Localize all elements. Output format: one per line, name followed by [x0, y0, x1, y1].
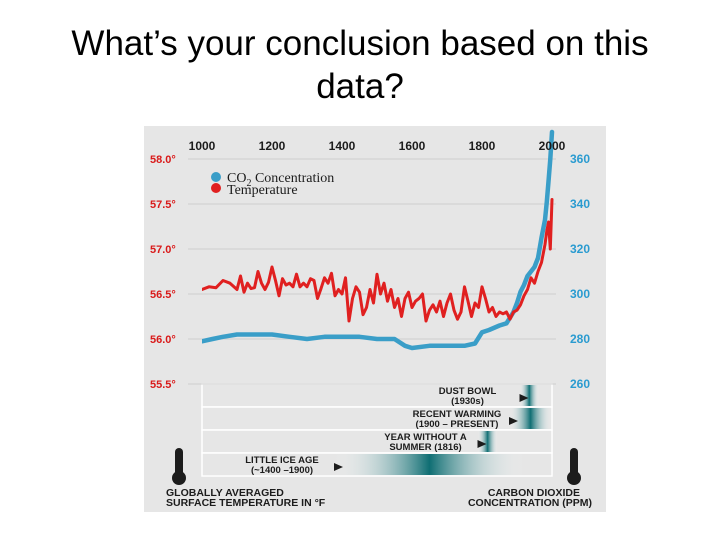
event-label-line2: SUMMER (1816): [389, 442, 461, 453]
x-tick-label: 2000: [539, 139, 566, 153]
slide-title-line1: What’s your conclusion based on this: [71, 24, 649, 63]
event-label-line1: YEAR WITHOUT A: [384, 432, 467, 443]
y-left-tick-label: 58.0°: [150, 154, 176, 166]
x-tick-label: 1000: [189, 139, 216, 153]
y-right-tick-label: 340: [570, 197, 590, 211]
y-right-tick-label: 260: [570, 377, 590, 391]
y-left-tick-label: 56.0°: [150, 334, 176, 346]
event-band: [334, 454, 525, 475]
y-left-axis-label-line2: SURFACE TEMPERATURE IN °F: [166, 497, 326, 509]
slide-title-line2: data?: [316, 67, 404, 106]
y-right-tick-label: 360: [570, 152, 590, 166]
chart-svg: DUST BOWL(1930s)RECENT WARMING(1900 – PR…: [144, 126, 606, 512]
chart-axes: 58.0° 57.5° 57.0° 56.5° 56.0° 55.5° 360 340 320 3…: [150, 139, 590, 391]
chart-series: [202, 129, 555, 351]
event-row: LITTLE ICE AGE(~1400 –1900): [201, 452, 553, 477]
event-row-box: [201, 383, 553, 408]
y-right-axis-label-line1: CARBON DIOXIDE: [488, 487, 580, 499]
event-arrow-icon: [519, 394, 529, 402]
y-left-tick-label: 57.0°: [150, 244, 176, 256]
event-band: [519, 385, 539, 406]
temperature-line: [202, 198, 554, 323]
event-row-box: [201, 429, 553, 454]
y-left-tick-label: 57.5°: [150, 199, 176, 211]
event-row: DUST BOWL(1930s): [201, 383, 553, 408]
climate-chart: DUST BOWL (1930s) RECENT WARMING (1900 – PR…: [144, 126, 606, 512]
co2-line: [202, 129, 555, 351]
y-right-tick-label: 320: [570, 242, 590, 256]
event-band: [509, 408, 552, 429]
x-tick-label: 1800: [469, 139, 496, 153]
slide-title: What’s your conclusion based on this dat…: [40, 22, 680, 108]
event-label-line1: RECENT WARMING: [413, 409, 502, 420]
legend-temperature-label: Temperature: [227, 183, 298, 198]
event-label-line1: DUST BOWL: [439, 386, 497, 397]
legend-temperature-marker: [211, 183, 221, 193]
y-left-tick-label: 56.5°: [150, 289, 176, 301]
legend-co2-label: CO2 Concentration: [227, 171, 334, 189]
event-row: RECENT WARMING(1900 – PRESENT): [201, 406, 553, 431]
x-tick-label: 1600: [399, 139, 426, 153]
y-right-tick-label: 280: [570, 332, 590, 346]
thermometer-left-icon: [172, 448, 186, 485]
y-left-axis-label-line1: GLOBALLY AVERAGED: [166, 487, 284, 499]
x-tick-label: 1200: [259, 139, 286, 153]
x-tick-label: 1400: [329, 139, 356, 153]
event-label-line2: (1930s): [451, 396, 484, 407]
event-label-line2: (~1400 –1900): [251, 465, 313, 476]
event-band: [477, 431, 498, 452]
event-label-line2: (1900 – PRESENT): [416, 419, 499, 430]
event-arrow-icon: [509, 417, 518, 425]
thermometer-right-icon: [567, 448, 581, 485]
y-right-axis-label-line2: CONCENTRATION (PPM): [468, 497, 592, 509]
event-label-line1: LITTLE ICE AGE: [245, 455, 319, 466]
event-arrow-icon: [477, 440, 487, 448]
y-left-tick-label: 55.5°: [150, 379, 176, 391]
event-bands: DUST BOWL(1930s)RECENT WARMING(1900 – PR…: [201, 383, 553, 477]
legend-co2-marker: [211, 172, 221, 182]
y-right-tick-label: 300: [570, 287, 590, 301]
event-arrow-icon: [334, 463, 343, 471]
